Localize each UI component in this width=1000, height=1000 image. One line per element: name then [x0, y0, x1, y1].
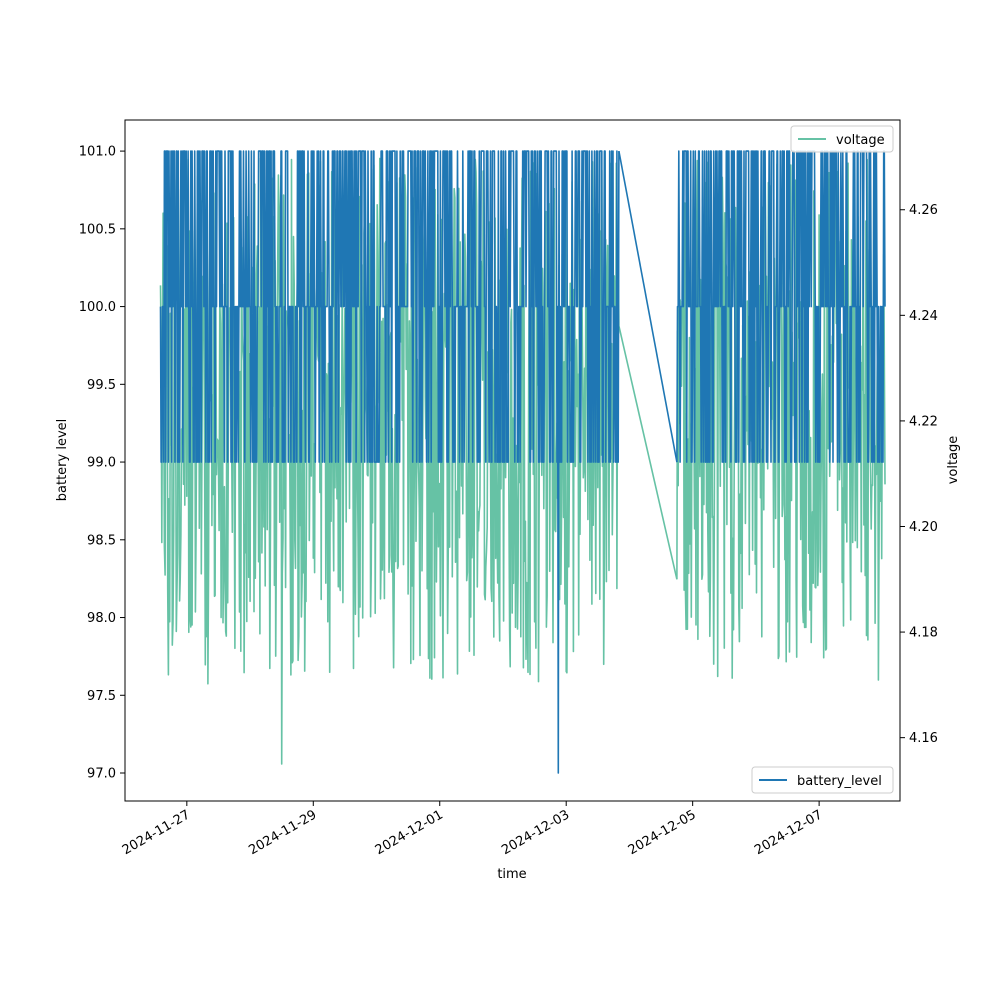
y-right-tick-label: 4.18 [909, 626, 938, 641]
x-tick-label: 2024-12-05 [626, 807, 699, 858]
legend-battery-level-label: battery_level [797, 774, 882, 789]
x-tick-label: 2024-12-03 [499, 807, 572, 858]
x-axis: 2024-11-27 2024-11-29 2024-12-01 2024-12-03… [120, 801, 825, 858]
plot-frame [124, 119, 901, 802]
voltage-gap-connector [618, 325, 678, 580]
battery-level-gap-connector [618, 150, 678, 463]
x-tick-label: 2024-11-27 [120, 807, 193, 858]
y-left-tick-label: 98.0 [87, 611, 116, 626]
y-axis-left-label: battery level [55, 419, 70, 502]
y-left-tick-label: 100.0 [79, 300, 116, 315]
x-axis-label: time [497, 867, 526, 882]
battery-level-line-segment-2 [676, 150, 886, 463]
legend-voltage: voltage [790, 125, 894, 153]
y-left-tick-label: 100.5 [79, 222, 116, 237]
y-right-tick-label: 4.24 [909, 309, 938, 324]
y-left-tick-label: 98.5 [87, 533, 116, 548]
y-left-tick-label: 99.5 [87, 378, 116, 393]
y-axis-left: 97.0 97.5 98.0 98.5 99.0 99.5 100.0 100.5 101.0 [79, 145, 125, 782]
x-tick-label: 2024-12-07 [752, 807, 825, 858]
y-left-tick-label: 101.0 [79, 145, 116, 160]
y-right-tick-label: 4.26 [909, 203, 938, 218]
battery-level-series [159, 150, 886, 774]
battery-level-line-segment-1 [159, 150, 620, 774]
legend-voltage-box [790, 125, 894, 153]
y-right-tick-label: 4.20 [909, 520, 938, 535]
y-right-tick-label: 4.16 [909, 731, 938, 746]
y-right-tick-label: 4.22 [909, 414, 938, 429]
y-axis-right: 4.16 4.18 4.20 4.22 4.24 4.26 [900, 203, 938, 746]
y-left-tick-label: 97.0 [87, 767, 116, 782]
legend-battery-level: battery_level [751, 766, 894, 794]
legend-voltage-label: voltage [836, 133, 885, 148]
legend-battery-level-box [751, 766, 894, 794]
x-tick-label: 2024-11-29 [246, 807, 319, 858]
y-left-tick-label: 99.0 [87, 456, 116, 471]
y-left-tick-label: 97.5 [87, 689, 116, 704]
x-tick-label: 2024-12-01 [373, 807, 446, 858]
y-axis-right-label: voltage [946, 436, 961, 485]
